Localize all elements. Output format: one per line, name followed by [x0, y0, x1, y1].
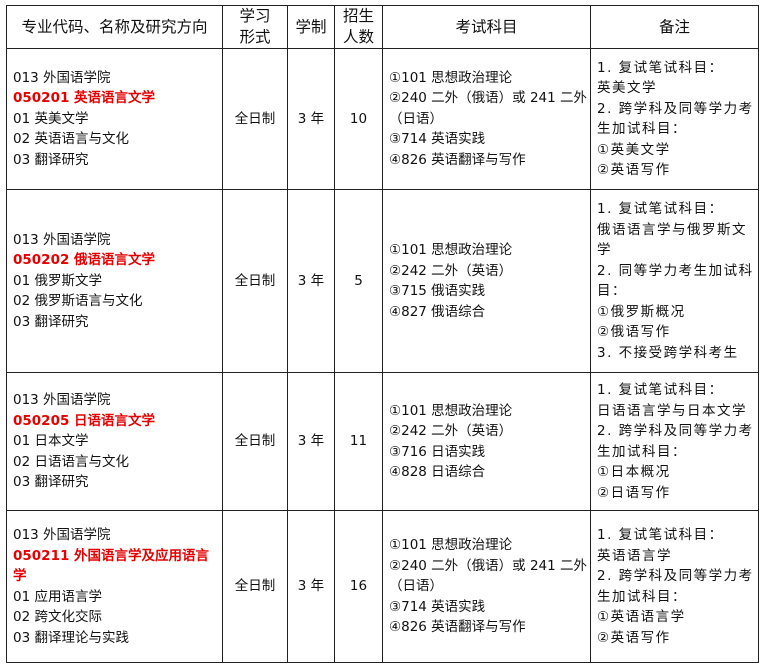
major-name: 050202 俄语语言文学	[13, 252, 156, 269]
direction: 01 应用语言学	[13, 588, 102, 605]
exam-subject: ②242 二外（英语）	[389, 262, 513, 279]
exam-subject: ④828 日语综合	[389, 464, 486, 480]
note-line: ②英语写作	[597, 162, 671, 178]
exam-subject: ①101 思想政治理论	[389, 402, 513, 419]
note-line: 1. 复试笔试科目：	[597, 382, 724, 398]
note-line: 俄语语言学与俄罗斯文学	[597, 221, 747, 259]
notes-cell: 1. 复试笔试科目： 英美文学 2. 跨学科及同等学力考生加试科目： ①英美文学 ②英语…	[590, 48, 759, 190]
direction: 02 英语语言与文化	[13, 131, 129, 148]
exams-cell: ①101 思想政治理论 ②240 二外（俄语）或 241 二外（日语） ③714 英…	[382, 48, 591, 190]
major-name: 050205 日语语言文学	[13, 412, 156, 429]
direction: 03 翻译研究	[13, 313, 89, 330]
table-row: 013 外国语学院 050211 外国语言学及应用语言学 01 应用语言学 02 跨文…	[6, 510, 759, 663]
exam-subject: ④827 俄语综合	[389, 303, 486, 320]
major-cell: 013 外国语学院 050201 英语语言文学 01 英美文学 02 英语语言与文化 0…	[6, 48, 223, 190]
exam-subject: ②240 二外（俄语）或 241 二外（日语）	[389, 90, 588, 127]
header-years: 学制	[287, 5, 335, 49]
direction: 01 日本文学	[13, 433, 89, 450]
exam-subject: ②242 二外（英语）	[389, 423, 513, 439]
header-row: 专业代码、名称及研究方向 学习形式 学制 招生人数 考试科目 备注	[6, 5, 759, 49]
table-row: 013 外国语学院 050205 日语语言文学 01 日本文学 02 日语语言与文化 0…	[6, 372, 759, 511]
header-notes: 备注	[590, 5, 759, 49]
major-cell: 013 外国语学院 050211 外国语言学及应用语言学 01 应用语言学 02 跨文…	[6, 510, 223, 663]
note-line: ②俄语写作	[597, 324, 671, 340]
dept: 013 外国语学院	[13, 392, 111, 409]
exam-subject: ③715 俄语实践	[389, 283, 486, 299]
years: 3 年	[287, 510, 335, 663]
major-cell: 013 外国语学院 050202 俄语语言文学 01 俄罗斯文学 02 俄罗斯语言与文…	[6, 189, 223, 373]
quota: 10	[334, 48, 383, 190]
note-line: 2. 同等学力考生加试科目：	[597, 262, 754, 300]
exam-subject: ①101 思想政治理论	[389, 537, 513, 554]
direction: 03 翻译研究	[13, 151, 89, 168]
dept: 013 外国语学院	[13, 69, 111, 86]
header-exams: 考试科目	[382, 5, 591, 49]
note-line: 2. 跨学科及同等学力考生加试科目：	[597, 568, 754, 605]
exams-cell: ①101 思想政治理论 ②242 二外（英语） ③715 俄语实践 ④827 俄语综合	[382, 189, 591, 373]
header-quota: 招生人数	[334, 5, 383, 49]
major-name: 050201 英语语言文学	[13, 90, 156, 107]
years: 3 年	[287, 189, 335, 373]
note-line: 3. 不接受跨学科考生	[597, 344, 739, 361]
note-line: ①日本概况	[597, 464, 671, 480]
exams-cell: ①101 思想政治理论 ②242 二外（英语） ③716 日语实践 ④828 日语综合	[382, 372, 591, 511]
direction: 01 英美文学	[13, 110, 89, 127]
note-line: ①英语语言学	[597, 609, 686, 625]
direction: 01 俄罗斯文学	[13, 272, 102, 289]
exam-subject: ①101 思想政治理论	[389, 69, 513, 86]
note-line: 日语语言学与日本文学	[597, 402, 747, 419]
exam-subject: ③714 英语实践	[389, 131, 486, 148]
note-line: ②日语写作	[597, 484, 671, 501]
dept: 013 外国语学院	[13, 231, 111, 248]
exam-subject: ④826 英语翻译与写作	[389, 151, 526, 168]
notes-cell: 1. 复试笔试科目： 日语语言学与日本文学 2. 跨学科及同等学力考生加试科目： ①日…	[590, 372, 759, 511]
table-row: 013 外国语学院 050201 英语语言文学 01 英美文学 02 英语语言与文化 0…	[6, 48, 759, 190]
exam-subject: ①101 思想政治理论	[389, 242, 513, 258]
direction: 03 翻译理论与实践	[13, 629, 129, 646]
table-row: 013 外国语学院 050202 俄语语言文学 01 俄罗斯文学 02 俄罗斯语言与文…	[6, 189, 759, 373]
direction: 02 日语语言与文化	[13, 453, 129, 470]
major-cell: 013 外国语学院 050205 日语语言文学 01 日本文学 02 日语语言与文化 0…	[6, 372, 223, 511]
years: 3 年	[287, 48, 335, 190]
quota: 11	[334, 372, 383, 511]
quota: 5	[334, 189, 383, 373]
note-line: 2. 跨学科及同等学力考生加试科目：	[597, 423, 754, 460]
header-major: 专业代码、名称及研究方向	[6, 5, 223, 49]
study-mode: 全日制	[222, 189, 288, 373]
note-line: 英语语言学	[597, 547, 672, 564]
major-name: 050211 外国语言学及应用语言学	[13, 547, 210, 585]
note-line: 1. 复试笔试科目：	[597, 527, 724, 543]
study-mode: 全日制	[222, 510, 288, 663]
exams-cell: ①101 思想政治理论 ②240 二外（俄语）或 241 二外（日语） ③714 英…	[382, 510, 591, 663]
direction: 03 翻译研究	[13, 474, 89, 491]
note-line: 1. 复试笔试科目：	[597, 201, 724, 217]
note-line: ②英语写作	[597, 629, 671, 646]
study-mode: 全日制	[222, 48, 288, 190]
exam-subject: ④826 英语翻译与写作	[389, 619, 526, 636]
note-line: 1. 复试笔试科目：	[597, 59, 724, 76]
notes-cell: 1. 复试笔试科目： 英语语言学 2. 跨学科及同等学力考生加试科目： ①英语语言学 ②…	[590, 510, 759, 663]
note-line: 英美文学	[597, 80, 657, 96]
direction: 02 跨文化交际	[13, 609, 102, 625]
exam-subject: ②240 二外（俄语）或 241 二外（日语）	[389, 557, 588, 595]
admissions-table: 专业代码、名称及研究方向 学习形式 学制 招生人数 考试科目 备注 013 外国…	[6, 5, 759, 663]
direction: 02 俄罗斯语言与文化	[13, 293, 143, 310]
dept: 013 外国语学院	[13, 527, 111, 543]
exam-subject: ③716 日语实践	[389, 443, 486, 460]
years: 3 年	[287, 372, 335, 511]
note-line: ①俄罗斯概况	[597, 303, 686, 320]
header-mode: 学习形式	[222, 5, 288, 49]
notes-cell: 1. 复试笔试科目： 俄语语言学与俄罗斯文学 2. 同等学力考生加试科目： ①俄罗斯概…	[590, 189, 759, 373]
quota: 16	[334, 510, 383, 663]
note-line: 2. 跨学科及同等学力考生加试科目：	[597, 100, 754, 138]
note-line: ①英美文学	[597, 141, 671, 158]
exam-subject: ③714 英语实践	[389, 598, 486, 615]
study-mode: 全日制	[222, 372, 288, 511]
